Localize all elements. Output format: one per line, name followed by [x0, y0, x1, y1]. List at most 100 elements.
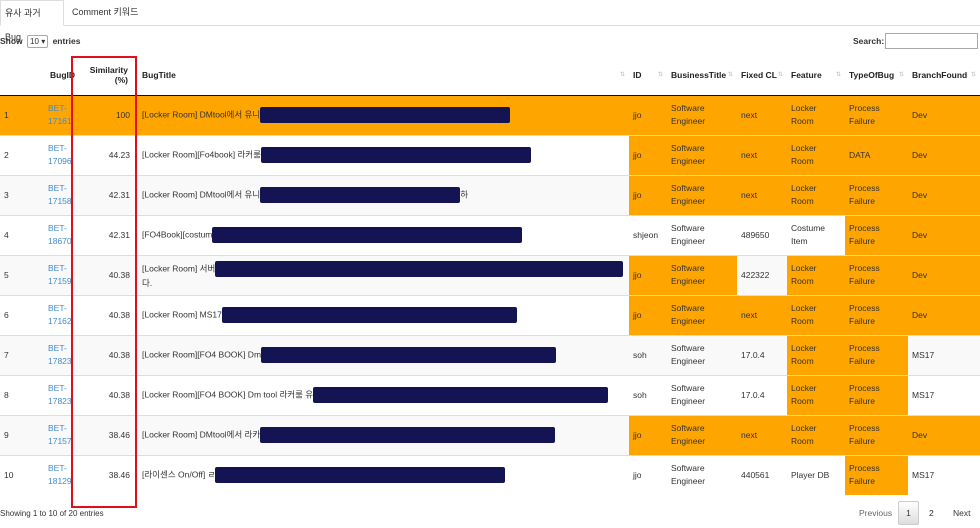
pagination-page-2[interactable]: 2 [929, 508, 934, 518]
redaction-bar [260, 187, 461, 203]
bug-title: [Locker Room] MS17 [138, 294, 629, 335]
bug-title-text: [Locker Room] DMtool에서 라카 [142, 429, 261, 440]
bug-title-text: [Locker Room][FO4 BOOK] Dm tool 라커룸 유 [142, 389, 314, 400]
table-row[interactable]: 9 BET-17157 38.46 [Locker Room] DMtool에서 라카… [0, 414, 980, 455]
col-header-similarity[interactable]: Similarity (%) [72, 55, 138, 96]
tab-similar-bugs[interactable]: 유사 과거 Bug [0, 0, 64, 42]
bug-title-text: [FO4Book][costum [142, 229, 213, 240]
type-of-bug: Process Failure [845, 254, 908, 295]
bug-title: [라이센스 On/Off] ㄹ [138, 454, 629, 495]
bug-id-link[interactable]: BET-18129 [22, 454, 72, 495]
bug-id-link[interactable]: BET-18670 [22, 214, 72, 255]
table-row[interactable]: 10 BET-18129 38.46 [라이센스 On/Off] ㄹ jjo Softwa… [0, 454, 980, 495]
col-header-business-title[interactable]: BusinessTitle ⇅ [667, 55, 737, 96]
sort-icon: ⇅ [777, 72, 783, 78]
row-index: 1 [0, 94, 22, 135]
row-index: 8 [0, 374, 22, 415]
col-label: BugTitle [142, 69, 176, 80]
type-of-bug: DATA [845, 134, 908, 175]
table-row[interactable]: 6 BET-17162 40.38 [Locker Room] MS17 jjo Soft… [0, 294, 980, 335]
bug-id-link[interactable]: BET-17159 [22, 254, 72, 295]
similarity-value: 40.38 [72, 334, 138, 375]
assignee-id: jjo [629, 294, 667, 335]
col-label: BranchFound [912, 69, 968, 80]
bug-title: [Locker Room] DMtool에서 라카 [138, 414, 629, 455]
col-header-bugtitle[interactable]: BugTitle ⇅ [138, 55, 629, 96]
bug-title-text: [Locker Room][Fo4book] 라커룸 [142, 149, 261, 160]
assignee-id: jjo [629, 174, 667, 215]
feature: Player DB [787, 454, 845, 495]
assignee-id: shjeon [629, 214, 667, 255]
branch-found: MS17 [908, 374, 980, 415]
table-row[interactable]: 7 BET-17823 40.38 [Locker Room][FO4 BOOK] D… [0, 334, 980, 375]
table-row[interactable]: 5 BET-17159 40.38 [Locker Room] 서버 다. jjo Soft… [0, 254, 980, 295]
table-header: BugID Similarity (%) BugTitle ⇅ ID ⇅ Busin… [0, 55, 980, 96]
pagination-next[interactable]: Next [953, 508, 971, 518]
table-row[interactable]: 1 BET-17161 100 [Locker Room] DMtool에서 유니 jj… [0, 94, 980, 135]
col-label: Similarity (%) [89, 64, 128, 85]
assignee-id: jjo [629, 134, 667, 175]
bug-title-text: [Locker Room] MS17 [142, 309, 222, 320]
branch-found: Dev [908, 134, 980, 175]
fixed-cl: 489650 [737, 214, 787, 255]
tab-comment-keywords[interactable]: Comment 키워드 [72, 7, 139, 17]
feature: Locker Room [787, 134, 845, 175]
col-header-bugid[interactable]: BugID [22, 55, 75, 96]
col-header-branch-found[interactable]: BranchFound ⇅ [908, 55, 980, 96]
feature: Locker Room [787, 94, 845, 135]
bug-id-link[interactable]: BET-17158 [22, 174, 72, 215]
type-of-bug: Process Failure [845, 334, 908, 375]
bug-id-link[interactable]: BET-17157 [22, 414, 72, 455]
row-index: 10 [0, 454, 22, 495]
business-title: Software Engineer [667, 374, 737, 415]
bug-id-link[interactable]: BET-17161 [22, 94, 72, 135]
fixed-cl: 17.0.4 [737, 334, 787, 375]
table-row[interactable]: 2 BET-17096 44.23 [Locker Room][Fo4book] 라커… [0, 134, 980, 175]
col-header-id[interactable]: ID ⇅ [629, 55, 667, 96]
branch-found: Dev [908, 94, 980, 135]
pagination-previous[interactable]: Previous [859, 508, 893, 518]
page-length-select[interactable]: 10 ▾ [27, 35, 49, 48]
bug-id-link[interactable]: BET-17162 [22, 294, 72, 335]
pagination-page-1[interactable]: 1 [898, 501, 919, 525]
feature: Costume Item [787, 214, 845, 255]
type-of-bug: Process Failure [845, 454, 908, 495]
table-row[interactable]: 3 BET-17158 42.31 [Locker Room] DMtool에서 유니… [0, 174, 980, 215]
branch-found: Dev [908, 174, 980, 215]
table-row[interactable]: 8 BET-17823 40.38 [Locker Room][FO4 BOOK] D… [0, 374, 980, 415]
similarity-value: 44.23 [72, 134, 138, 175]
row-index: 6 [0, 294, 22, 335]
search-input[interactable] [885, 33, 978, 49]
bug-id-link[interactable]: BET-17823 [22, 334, 72, 375]
col-header-feature[interactable]: Feature ⇅ [787, 55, 845, 96]
bug-title-text: [Locker Room] 서버 [142, 262, 216, 273]
similarity-value: 100 [72, 94, 138, 135]
assignee-id: soh [629, 374, 667, 415]
chevron-down-icon: ▾ [41, 37, 46, 46]
bug-title-text: [Locker Room][FO4 BOOK] Dm [142, 349, 262, 360]
row-index: 3 [0, 174, 22, 215]
table-row[interactable]: 4 BET-18670 42.31 [FO4Book][costum shjeon Sof… [0, 214, 980, 255]
sort-icon: ⇅ [835, 72, 841, 78]
feature: Locker Room [787, 174, 845, 215]
feature: Locker Room [787, 374, 845, 415]
bug-title-text: [라이센스 On/Off] ㄹ [142, 469, 216, 480]
page-length-value: 10 [30, 37, 39, 46]
row-index: 2 [0, 134, 22, 175]
assignee-id: soh [629, 334, 667, 375]
col-label: Fixed CL [741, 69, 777, 80]
row-index: 9 [0, 414, 22, 455]
col-header-type-of-bug[interactable]: TypeOfBug ⇅ [845, 55, 908, 96]
bug-id-link[interactable]: BET-17823 [22, 374, 72, 415]
table-info: Showing 1 to 10 of 20 entries [0, 509, 104, 518]
bug-title: [Locker Room][FO4 BOOK] Dm [138, 334, 629, 375]
redaction-bar [260, 107, 511, 123]
bug-id-link[interactable]: BET-17096 [22, 134, 72, 175]
similarity-value: 38.46 [72, 454, 138, 495]
col-header-fixed-cl[interactable]: Fixed CL ⇅ [737, 55, 787, 96]
feature: Locker Room [787, 294, 845, 335]
business-title: Software Engineer [667, 94, 737, 135]
redaction-bar [221, 307, 517, 323]
col-header-index [0, 55, 22, 96]
similarity-value: 38.46 [72, 414, 138, 455]
